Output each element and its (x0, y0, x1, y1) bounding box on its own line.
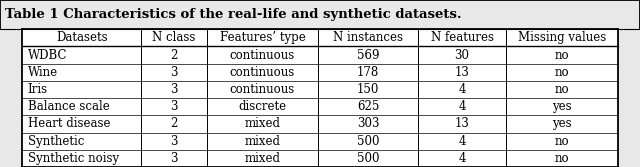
Text: 4: 4 (458, 83, 466, 96)
Text: Heart disease: Heart disease (28, 117, 110, 130)
Text: no: no (555, 49, 569, 62)
Text: 4: 4 (458, 152, 466, 165)
Text: mixed: mixed (244, 152, 280, 165)
Text: Iris: Iris (28, 83, 47, 96)
Text: no: no (555, 152, 569, 165)
Text: 13: 13 (454, 117, 470, 130)
Text: 3: 3 (170, 83, 178, 96)
Text: mixed: mixed (244, 117, 280, 130)
Text: 4: 4 (458, 100, 466, 113)
Text: continuous: continuous (230, 49, 295, 62)
Text: WDBC: WDBC (28, 49, 67, 62)
Text: 500: 500 (356, 135, 380, 148)
Text: N class: N class (152, 31, 196, 44)
Text: 4: 4 (458, 135, 466, 148)
Text: discrete: discrete (238, 100, 287, 113)
Text: 569: 569 (356, 49, 380, 62)
Text: 150: 150 (357, 83, 379, 96)
Text: 3: 3 (170, 66, 178, 79)
Bar (22, 29, 618, 167)
Text: 500: 500 (356, 152, 380, 165)
Text: continuous: continuous (230, 66, 295, 79)
Text: no: no (555, 66, 569, 79)
Text: Synthetic noisy: Synthetic noisy (28, 152, 118, 165)
Text: 30: 30 (454, 49, 470, 62)
Text: Table 1 Characteristics of the real-life and synthetic datasets.: Table 1 Characteristics of the real-life… (5, 8, 461, 21)
Text: Missing values: Missing values (518, 31, 606, 44)
Text: 303: 303 (356, 117, 380, 130)
Text: 2: 2 (170, 117, 178, 130)
Text: 3: 3 (170, 135, 178, 148)
Text: Datasets: Datasets (56, 31, 108, 44)
Text: 13: 13 (454, 66, 470, 79)
Text: 2: 2 (170, 49, 178, 62)
Text: yes: yes (552, 117, 572, 130)
Text: 3: 3 (170, 152, 178, 165)
Text: no: no (555, 83, 569, 96)
Text: N features: N features (431, 31, 493, 44)
Text: Wine: Wine (28, 66, 58, 79)
Text: 178: 178 (357, 66, 379, 79)
Text: continuous: continuous (230, 83, 295, 96)
Text: Balance scale: Balance scale (28, 100, 109, 113)
Text: yes: yes (552, 100, 572, 113)
Text: Synthetic: Synthetic (28, 135, 84, 148)
Text: N instances: N instances (333, 31, 403, 44)
Text: 3: 3 (170, 100, 178, 113)
Text: Features’ type: Features’ type (220, 31, 305, 44)
Text: mixed: mixed (244, 135, 280, 148)
Text: no: no (555, 135, 569, 148)
Text: 625: 625 (357, 100, 379, 113)
